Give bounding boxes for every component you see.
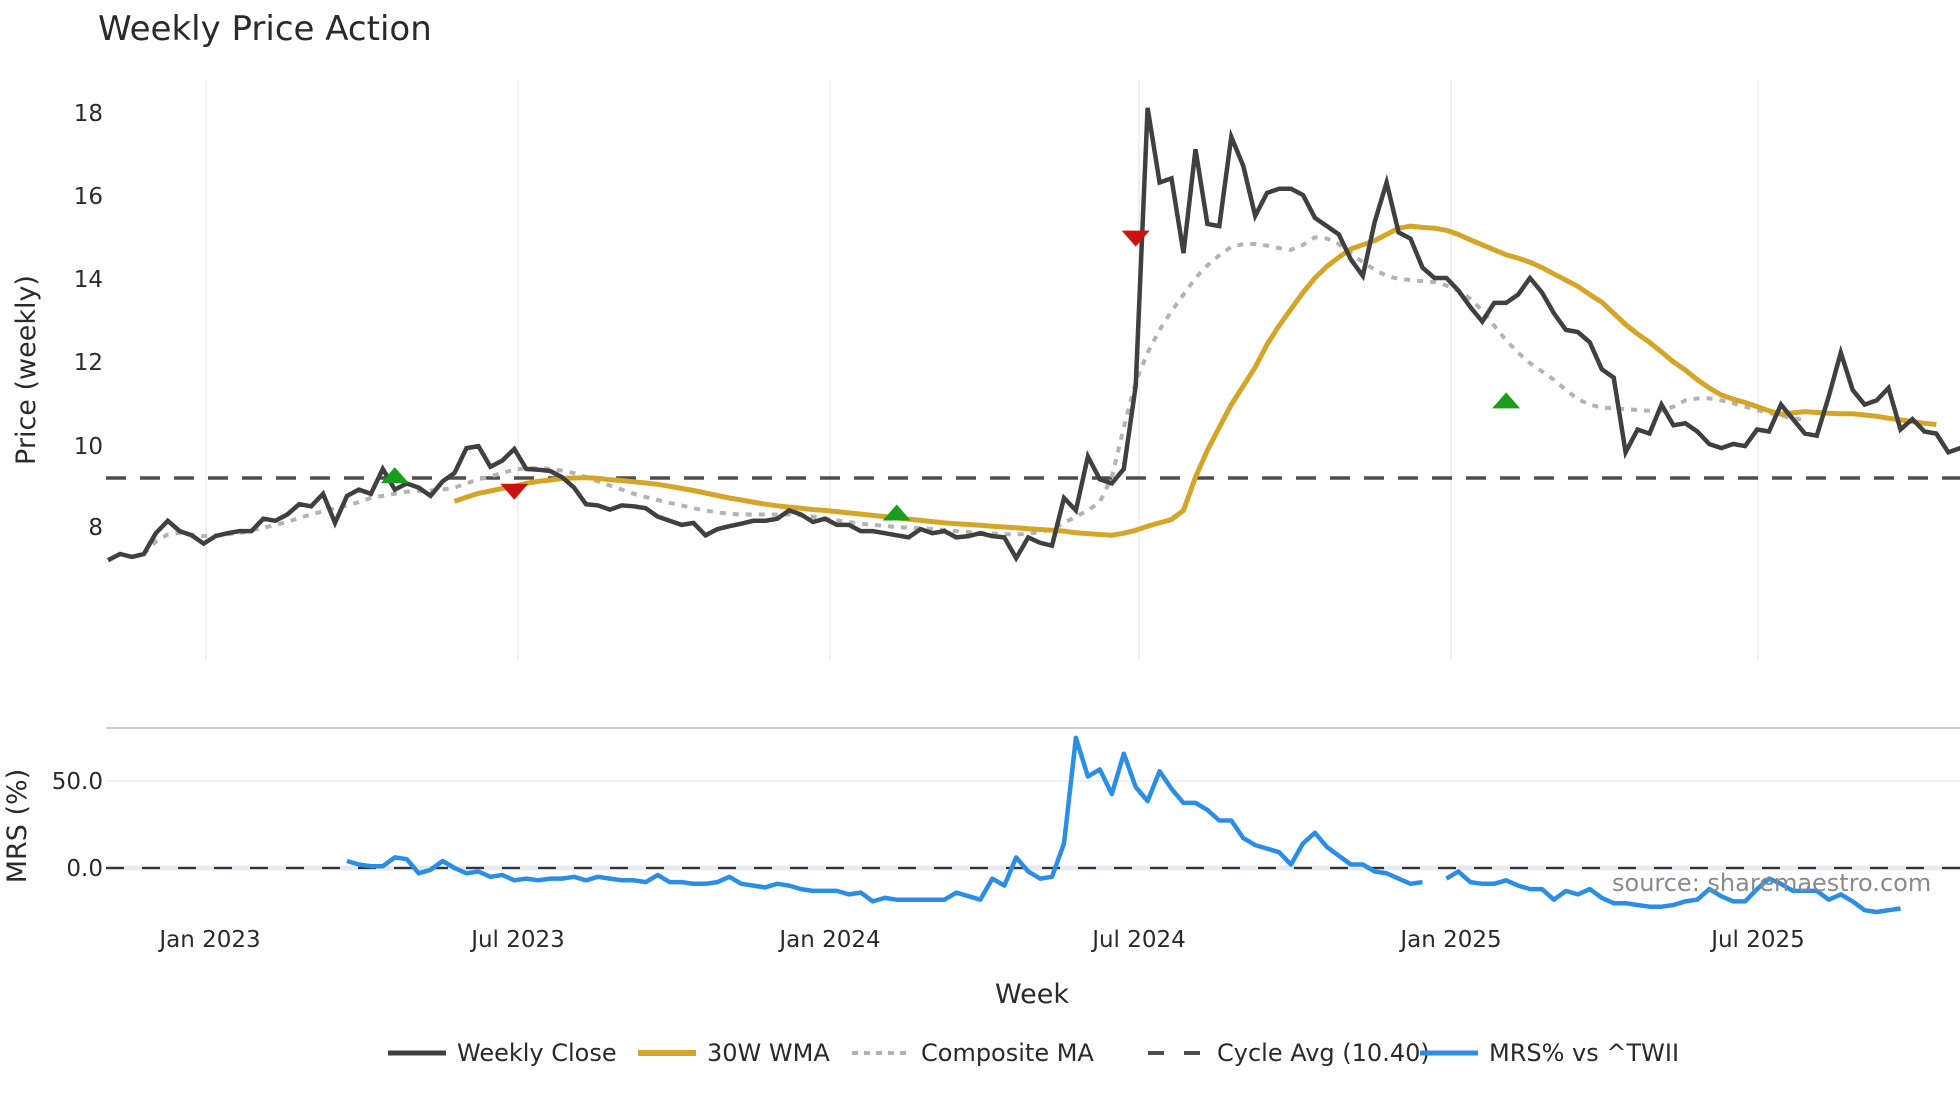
mrs-tick-50: 50.0 — [52, 769, 103, 795]
mrs-line — [1445, 869, 1901, 915]
legend: Weekly Close 30W WMA Composite MA Cycle … — [388, 1039, 1679, 1067]
legend-label-cycle-avg: Cycle Avg (10.40) — [1217, 1039, 1430, 1067]
buy-signal-icon — [882, 504, 911, 521]
vertical-gridlines — [205, 80, 1759, 660]
price-panel: 8 10 12 14 16 18 Price (weekly) — [11, 80, 1960, 660]
x-axis: Jan 2023 Jul 2023 Jan 2024 Jul 2024 Jan … — [157, 927, 1804, 1010]
legend-item-weekly-close[interactable]: Weekly Close — [388, 1039, 617, 1067]
x-tick-jul-2025: Jul 2025 — [1709, 927, 1805, 953]
price-y-ticks: 8 10 12 14 16 18 — [74, 101, 103, 541]
y-tick-14: 14 — [74, 267, 103, 293]
mrs-line — [346, 735, 1423, 904]
x-tick-jan-2023: Jan 2023 — [157, 927, 260, 953]
x-tick-jan-2025: Jan 2025 — [1398, 927, 1501, 953]
weekly-close-line — [106, 107, 1960, 563]
chart-title: Weekly Price Action — [98, 9, 432, 49]
legend-item-cycle-avg[interactable]: Cycle Avg (10.40) — [1148, 1039, 1430, 1067]
source-annotation: source: sharemaestro.com — [1612, 869, 1931, 897]
legend-item-composite-ma[interactable]: Composite MA — [852, 1039, 1094, 1067]
x-tick-jan-2024: Jan 2024 — [777, 927, 880, 953]
y-tick-8: 8 — [88, 515, 103, 541]
y-tick-18: 18 — [74, 101, 103, 127]
legend-item-mrs[interactable]: MRS% vs ^TWII — [1420, 1039, 1679, 1067]
sell-signal-icon — [500, 483, 529, 500]
legend-label-composite-ma: Composite MA — [921, 1039, 1094, 1067]
signal-markers — [380, 230, 1521, 521]
legend-item-30w-wma[interactable]: 30W WMA — [638, 1039, 830, 1067]
y-tick-12: 12 — [74, 350, 103, 376]
legend-label-weekly-close: Weekly Close — [457, 1039, 617, 1067]
wma-30w-line — [453, 223, 1937, 538]
mrs-y-axis-label: MRS (%) — [2, 769, 33, 884]
x-axis-label: Week — [995, 979, 1069, 1010]
buy-signal-icon — [380, 467, 409, 484]
legend-label-mrs: MRS% vs ^TWII — [1489, 1039, 1679, 1067]
composite-ma-line — [142, 235, 1806, 556]
mrs-tick-0: 0.0 — [66, 856, 103, 882]
x-tick-jul-2023: Jul 2023 — [469, 927, 565, 953]
mrs-panel: 50.0 0.0 MRS (%) source: sharemaestro.co… — [2, 727, 1960, 915]
price-y-axis-label: Price (weekly) — [11, 275, 42, 465]
sell-signal-icon — [1121, 230, 1150, 247]
y-tick-10: 10 — [74, 434, 103, 460]
y-tick-16: 16 — [74, 184, 103, 210]
x-tick-jul-2024: Jul 2024 — [1090, 927, 1186, 953]
legend-label-30w-wma: 30W WMA — [707, 1039, 830, 1067]
buy-signal-icon — [1492, 392, 1521, 409]
